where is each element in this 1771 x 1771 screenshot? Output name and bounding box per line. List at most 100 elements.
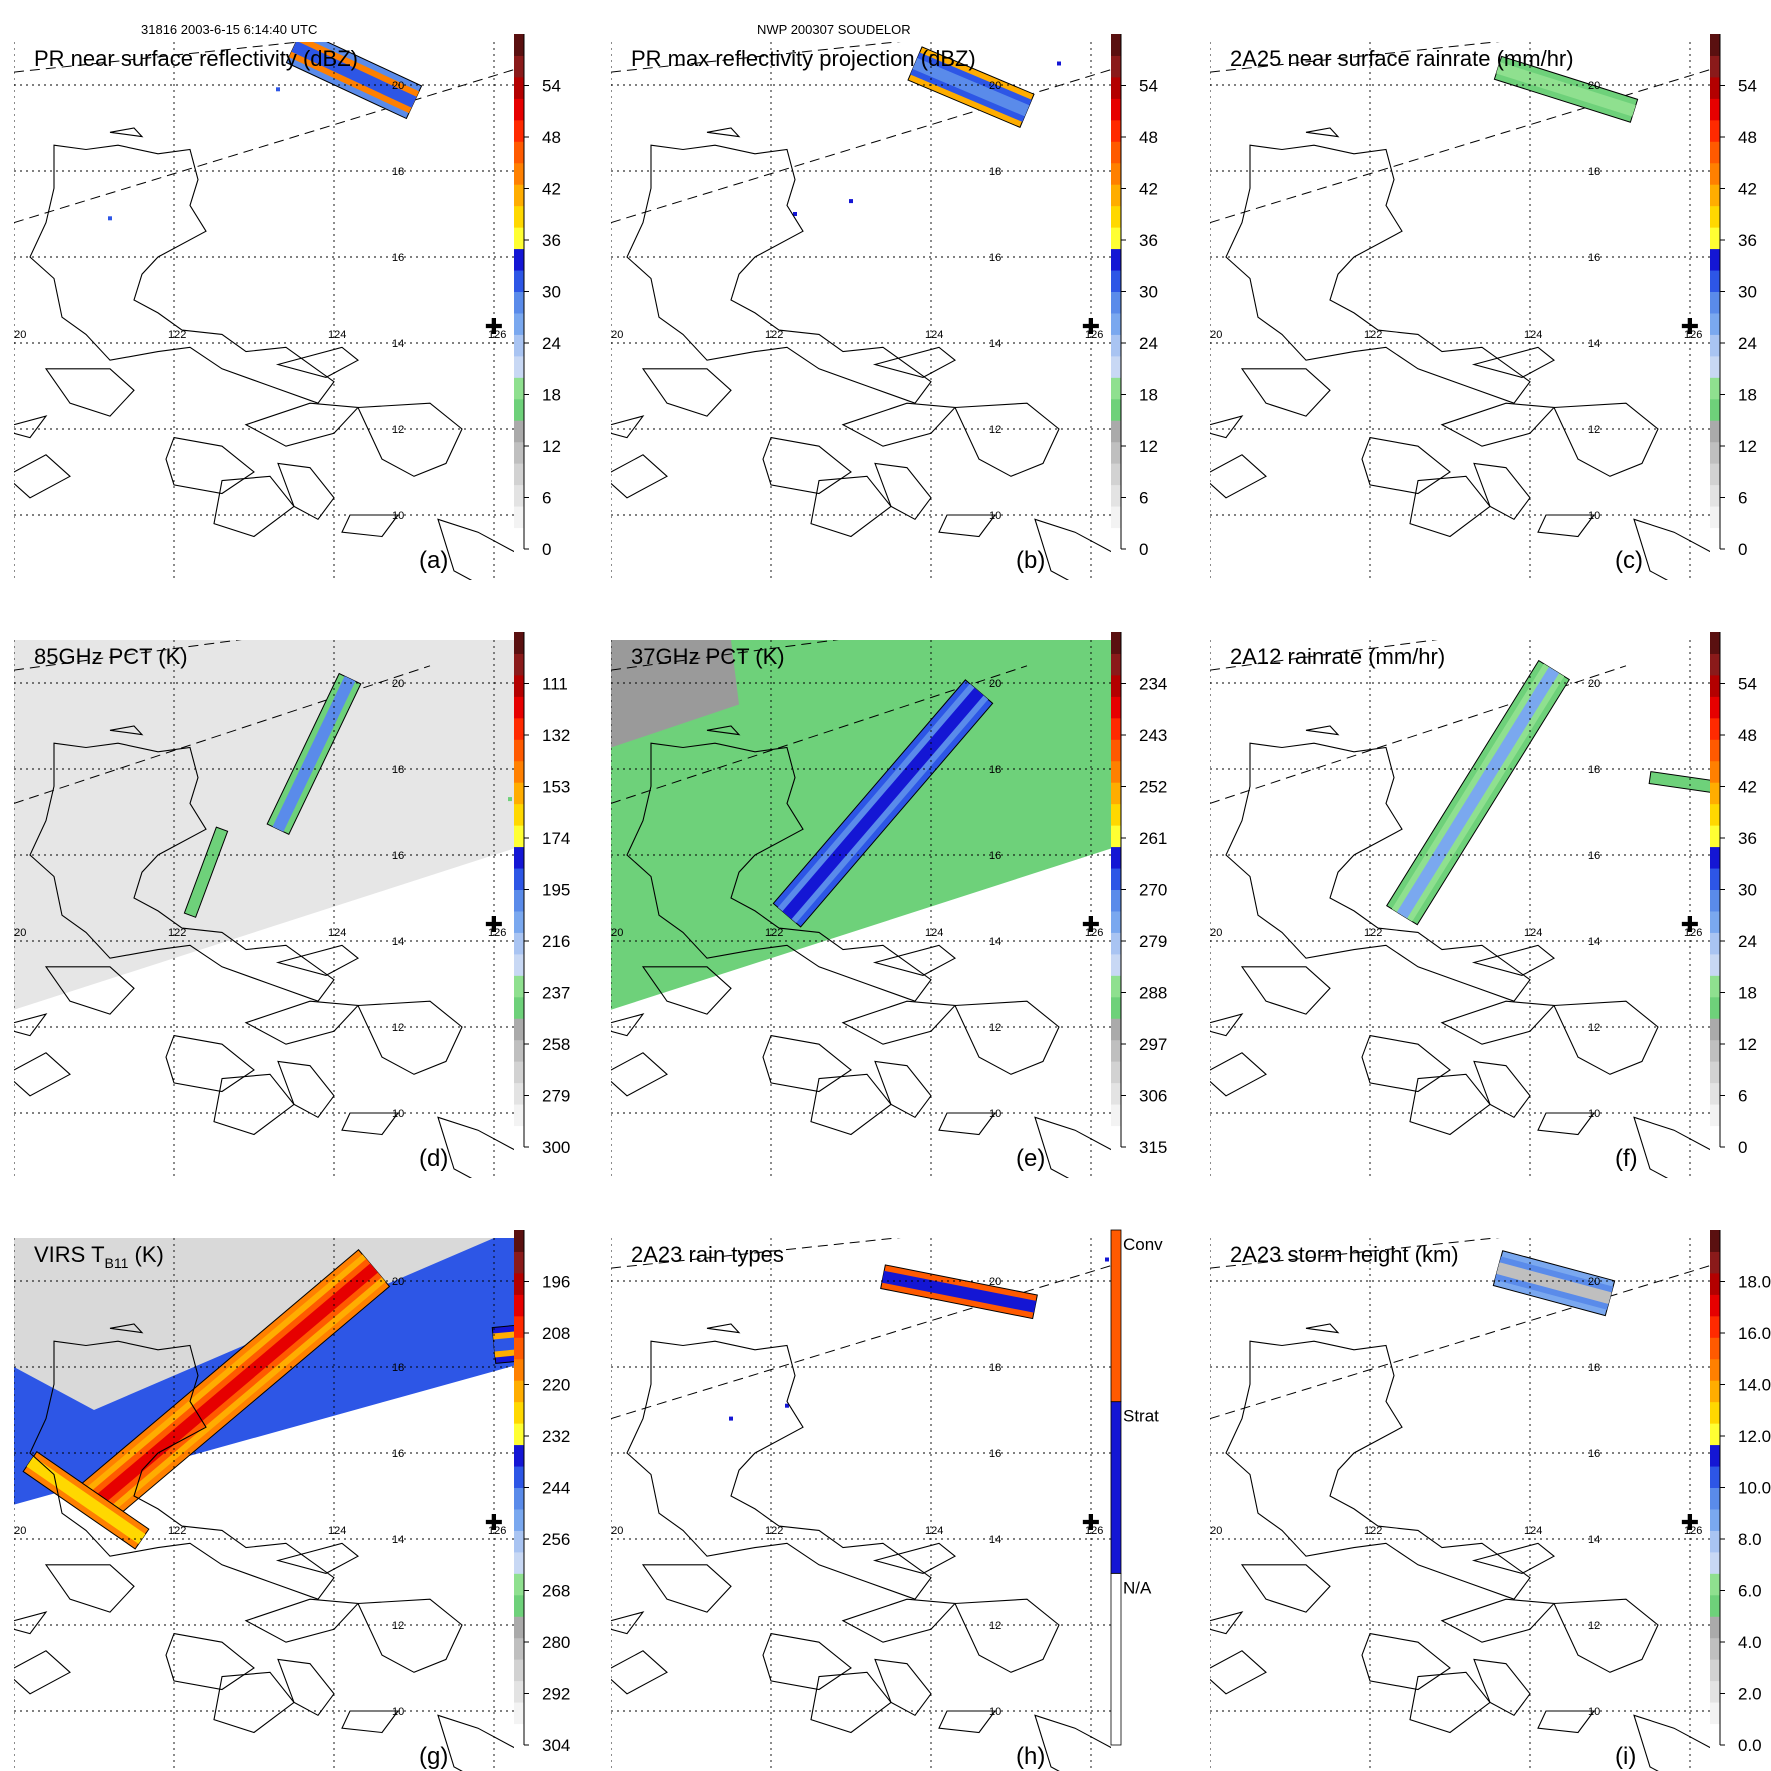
colorbar-swatch-3 xyxy=(1710,1061,1720,1084)
colorbar-swatch-17 xyxy=(514,1358,524,1381)
colorbar-swatch-6 xyxy=(514,1594,524,1617)
coastline-7 xyxy=(1537,514,1596,538)
coastline-11 xyxy=(872,944,956,976)
feature-band-0-2 xyxy=(1496,1262,1612,1304)
storm-center-icon: ✚ xyxy=(1082,314,1100,339)
feature-dot-1-1 xyxy=(276,87,280,92)
colorbar-tick: 48 xyxy=(1139,128,1158,147)
colorbar-swatch-18 xyxy=(1111,739,1121,762)
colorbar-swatch-2 xyxy=(1111,484,1121,507)
lat-label: 20 xyxy=(392,1276,404,1288)
panel-label: (g) xyxy=(419,1743,448,1770)
colorbar-swatch-14 xyxy=(1111,227,1121,250)
coastline-6 xyxy=(1473,1658,1531,1717)
colorbar-swatch-18 xyxy=(1111,141,1121,164)
panel-title: 2A12 rainrate (mm/hr) xyxy=(1230,644,1445,669)
colorbar-swatch-11 xyxy=(514,1487,524,1510)
colorbar-tick: 279 xyxy=(542,1087,570,1106)
colorbar-tick: 48 xyxy=(1738,726,1757,745)
colorbar-swatch-15 xyxy=(514,205,524,228)
colorbar-tick: Strat xyxy=(1123,1407,1159,1426)
colorbar-swatch-9 xyxy=(514,334,524,357)
lat-label: 16 xyxy=(392,252,404,264)
lon-label: 124 xyxy=(925,329,943,341)
colorbar-tick: 36 xyxy=(1738,231,1757,250)
lat-label: 20 xyxy=(989,678,1001,690)
lat-label: 14 xyxy=(1588,1534,1600,1546)
colorbar-swatch-2 xyxy=(1111,1082,1121,1105)
colorbar-swatch-4 xyxy=(1710,1039,1720,1062)
coastline-6 xyxy=(277,1658,335,1717)
colorbar: 315 306 297 288 279 270 261 252 243 234 xyxy=(1111,632,1167,1157)
coastline-2 xyxy=(841,1000,957,1045)
coastline-3 xyxy=(1553,1000,1659,1075)
coastline-2 xyxy=(1440,1000,1556,1045)
colorbar-swatch-20 xyxy=(514,98,524,121)
colorbar-tick: 30 xyxy=(542,283,561,302)
coastline-1 xyxy=(641,1564,732,1613)
feature-band-2-1 xyxy=(26,1456,146,1544)
colorbar: 0 6 12 18 24 30 36 42 48 54 xyxy=(1710,34,1757,559)
pr-swath-edge xyxy=(1210,665,1627,804)
colorbar-swatch-6 xyxy=(1710,398,1720,421)
lon-label: 122 xyxy=(1364,329,1382,341)
colorbar-swatch-14 xyxy=(1710,227,1720,250)
panel-label: (b) xyxy=(1016,547,1045,574)
colorbar-tick: Conv xyxy=(1123,1235,1163,1254)
colorbar-swatch-4 xyxy=(514,441,524,464)
panel-label: (e) xyxy=(1016,1145,1045,1172)
colorbar-tick: 297 xyxy=(1139,1035,1167,1054)
colorbar-swatch-22 xyxy=(1710,55,1720,78)
coastline-11 xyxy=(1471,944,1555,976)
coastline-11 xyxy=(872,346,956,378)
lat-label: 14 xyxy=(392,936,404,948)
coastline-0 xyxy=(626,144,932,404)
lat-label: 18 xyxy=(1588,1362,1600,1374)
coastline-8 xyxy=(1210,1611,1244,1635)
lat-label: 10 xyxy=(989,510,1001,522)
colorbar-swatch-3 xyxy=(514,1061,524,1084)
lat-label: 14 xyxy=(1588,338,1600,350)
panel-label: (i) xyxy=(1615,1743,1636,1770)
lon-label: 128 xyxy=(1245,1525,1263,1537)
colorbar-tick: 0.0 xyxy=(1738,1736,1762,1755)
lon-label: 124 xyxy=(925,1525,943,1537)
colorbar-swatch-5 xyxy=(1111,420,1121,443)
colorbar-swatch-16 xyxy=(1111,184,1121,207)
coastline-4 xyxy=(165,1632,255,1691)
colorbar-swatch-21 xyxy=(514,674,524,697)
colorbar-swatch-11 xyxy=(514,291,524,314)
coastline-3 xyxy=(357,402,463,477)
colorbar-swatch-13 xyxy=(514,1444,524,1467)
colorbar-swatch-15 xyxy=(1710,1401,1720,1424)
colorbar-swatch-11 xyxy=(1710,889,1720,912)
colorbar-swatch-0 xyxy=(1710,1723,1720,1746)
coastline-10 xyxy=(109,127,144,138)
coastline-12 xyxy=(1210,1052,1267,1097)
colorbar-swatch-3 xyxy=(1111,1061,1121,1084)
colorbar-swatch-3 xyxy=(1710,463,1720,486)
colorbar-tick: 216 xyxy=(542,932,570,951)
coastline-4 xyxy=(1361,1632,1451,1691)
panel-title-sub: B11 xyxy=(105,1255,129,1271)
colorbar-swatch-2 xyxy=(514,1680,524,1703)
colorbar-tick: 48 xyxy=(1738,128,1757,147)
feature-dot-1-0 xyxy=(785,1403,789,1408)
storm-center-icon: ✚ xyxy=(1082,1510,1100,1535)
panel-e: 120 122 124 126 128 130 20 18 16 14 12 10 ✚ 37GHz PCT… xyxy=(611,632,1167,1178)
coastline-4 xyxy=(165,1034,255,1093)
colorbar-tick: 279 xyxy=(1139,932,1167,951)
colorbar-swatch-22 xyxy=(1111,55,1121,78)
colorbar-tick: 18 xyxy=(1738,386,1757,405)
coastline-9 xyxy=(1633,518,1710,580)
coastline-7 xyxy=(341,1710,400,1734)
colorbar-swatch-5 xyxy=(1710,1018,1720,1041)
feature-band-0-2 xyxy=(912,57,1030,117)
colorbar-swatch-4 xyxy=(1111,441,1121,464)
coastline-6 xyxy=(874,462,932,521)
colorbar-tick: 258 xyxy=(542,1035,570,1054)
colorbar-swatch-13 xyxy=(1710,248,1720,271)
colorbar-swatch-8 xyxy=(514,953,524,976)
colorbar-swatch-9 xyxy=(514,932,524,955)
colorbar-swatch-9 xyxy=(514,1530,524,1553)
